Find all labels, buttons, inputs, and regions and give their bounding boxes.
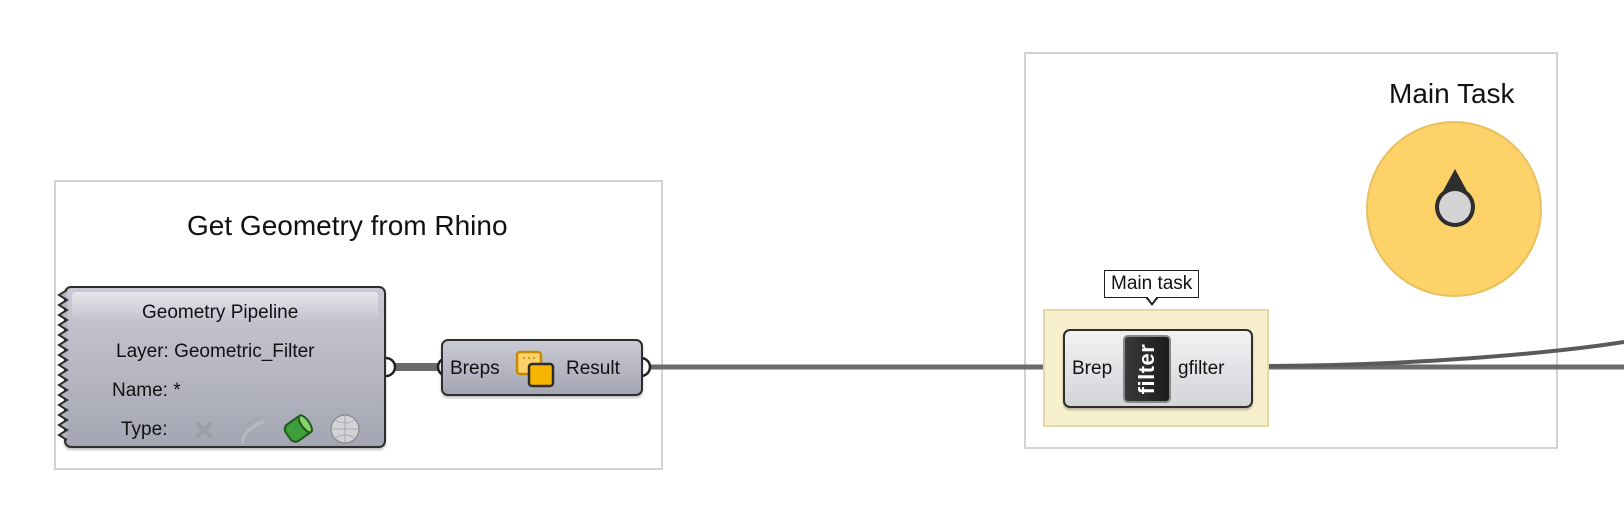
pin-icon xyxy=(1435,169,1475,227)
geometry-pipeline-component[interactable]: Geometry Pipeline Layer: Geometric_Filte… xyxy=(57,286,386,448)
pipeline-output-port xyxy=(385,356,397,378)
breps-output-label[interactable]: Result xyxy=(566,358,620,379)
pipeline-title-strip xyxy=(72,292,378,320)
pipeline-layer-param[interactable]: Layer: Geometric_Filter xyxy=(116,341,315,362)
breps-result-component[interactable]: Breps Result xyxy=(441,339,643,396)
filter-component[interactable]: Brep filter gfilter xyxy=(1063,329,1253,408)
main-task-dial[interactable] xyxy=(1366,121,1542,297)
brep-icon[interactable] xyxy=(280,411,316,447)
point-x-icon[interactable] xyxy=(193,419,215,441)
pipeline-title: Geometry Pipeline xyxy=(142,302,299,323)
filter-icon: filter xyxy=(1123,335,1171,403)
group-title-get-geometry: Get Geometry from Rhino xyxy=(187,210,508,241)
filter-input-label[interactable]: Brep xyxy=(1072,358,1113,379)
wire-filter-out-curve xyxy=(1252,340,1624,368)
breps-input-label[interactable]: Breps xyxy=(450,358,500,379)
group-title-main-task: Main Task xyxy=(1389,78,1515,109)
breps-icon xyxy=(515,350,555,388)
pipeline-name-param[interactable]: Name: * xyxy=(112,380,181,401)
filter-tooltip: Main task xyxy=(1104,270,1200,306)
curve-icon[interactable] xyxy=(233,414,267,446)
mesh-icon[interactable] xyxy=(328,412,362,446)
pipeline-zigzag-edge xyxy=(57,290,69,441)
filter-output-label[interactable]: gfilter xyxy=(1178,358,1225,379)
breps-output-port xyxy=(640,356,652,378)
pipeline-type-label: Type: xyxy=(121,419,168,440)
filter-icon-text: filter xyxy=(1134,343,1159,395)
